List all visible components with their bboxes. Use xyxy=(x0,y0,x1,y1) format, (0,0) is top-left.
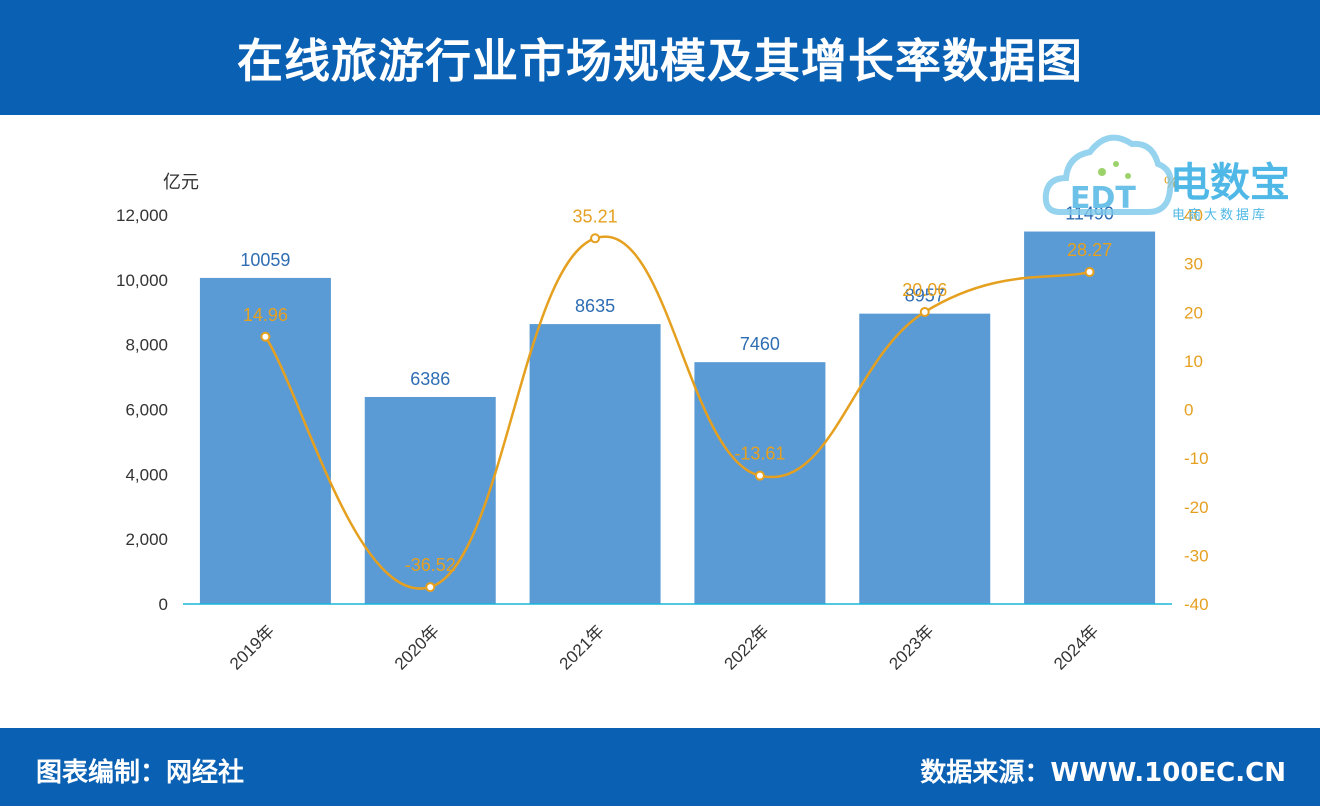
bar-series xyxy=(199,231,1156,604)
title-banner: 在线旅游行业市场规模及其增长率数据图 xyxy=(0,0,1320,115)
x-tick-label: 2019年 xyxy=(226,621,278,673)
bar-value-label: 8635 xyxy=(575,296,615,316)
x-tick-label: 2024年 xyxy=(1050,621,1102,673)
line-value-label: 14.96 xyxy=(243,305,288,325)
bar-value-label: 10059 xyxy=(240,250,290,270)
y2-tick-label: 10 xyxy=(1184,352,1203,371)
y2-tick-label: -20 xyxy=(1184,498,1209,517)
y-tick-label: 4,000 xyxy=(125,465,168,484)
y2-tick-label: 30 xyxy=(1184,255,1203,274)
line-value-label: -36.52 xyxy=(405,555,456,575)
footer-banner: 图表编制：网经社 数据来源：WWW.100EC.CN xyxy=(0,728,1320,806)
y2-tick-label: -30 xyxy=(1184,546,1209,565)
data-labels: 1005963868635746089571149014.96-36.5235.… xyxy=(240,204,1114,576)
bar-2 xyxy=(529,324,661,604)
x-tick-label: 2022年 xyxy=(721,621,773,673)
x-tick-label: 2023年 xyxy=(885,621,937,673)
y-tick-label: 8,000 xyxy=(125,336,168,355)
y-tick-label: 10,000 xyxy=(116,271,168,290)
chart-title: 在线旅游行业市场规模及其增长率数据图 xyxy=(237,33,1083,88)
bar-value-label: 8957 xyxy=(905,286,945,306)
line-point-3 xyxy=(754,470,765,481)
line-point-5 xyxy=(1084,267,1095,278)
y-tick-label: 0 xyxy=(159,595,168,614)
line-value-label: 28.27 xyxy=(1067,240,1112,260)
y2-tick-label: 0 xyxy=(1184,401,1193,420)
bar-value-label: 7460 xyxy=(740,334,780,354)
bar-4 xyxy=(859,313,991,604)
line-value-label: 35.21 xyxy=(573,206,618,226)
x-tick-label: 2021年 xyxy=(556,621,608,673)
line-point-2 xyxy=(590,233,601,244)
y2-tick-label: -10 xyxy=(1184,449,1209,468)
y-tick-label: 2,000 xyxy=(125,530,168,549)
logo-badge: EDT xyxy=(1070,181,1136,216)
y-tick-label: 6,000 xyxy=(125,401,168,420)
line-value-label: 20.06 xyxy=(902,280,947,300)
x-tick-label: 2020年 xyxy=(391,621,443,673)
bar-value-label: 6386 xyxy=(410,369,450,389)
logo-brand: 电数宝 xyxy=(1170,160,1290,206)
logo-tagline: 电商大数据库 xyxy=(1172,208,1269,223)
line-point-1 xyxy=(425,582,436,593)
line-point-4 xyxy=(919,306,930,317)
cloud-logo-icon: EDT xyxy=(1042,134,1174,216)
bar-1 xyxy=(364,396,496,604)
data-source: 数据来源：WWW.100EC.CN xyxy=(920,758,1286,788)
y-axis-unit: 亿元 xyxy=(163,172,199,192)
y2-tick-label: 20 xyxy=(1184,303,1203,322)
watermark-logo: EDT 电数宝 电商大数据库 xyxy=(1040,120,1310,230)
chart-credit: 图表编制：网经社 xyxy=(36,758,245,788)
y-tick-label: 12,000 xyxy=(116,206,168,225)
y2-tick-label: -40 xyxy=(1184,595,1209,614)
bar-5 xyxy=(1024,231,1156,604)
line-point-0 xyxy=(260,331,271,342)
bar-3 xyxy=(694,362,826,604)
y2-tick-label: 40 xyxy=(1184,206,1203,225)
line-value-label: -13.61 xyxy=(734,444,785,464)
line-series xyxy=(260,233,1095,593)
